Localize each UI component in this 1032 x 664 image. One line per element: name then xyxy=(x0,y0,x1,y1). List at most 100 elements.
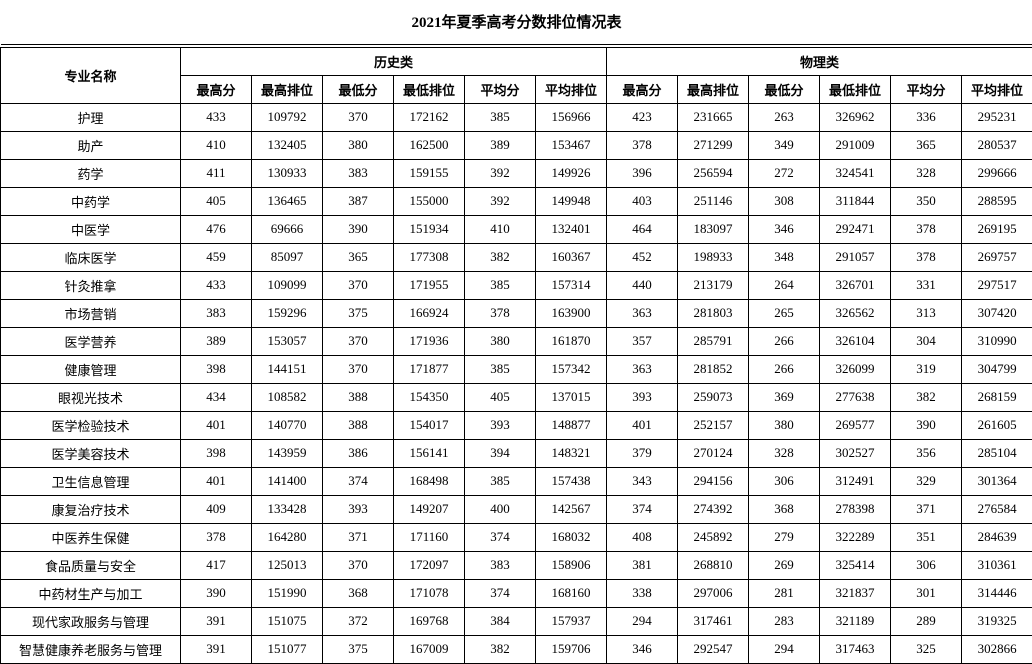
cell-physics: 363 xyxy=(607,355,678,383)
cell-physics: 306 xyxy=(749,467,820,495)
cell-history: 157314 xyxy=(536,271,607,299)
cell-physics: 310361 xyxy=(962,551,1032,579)
cell-physics: 268159 xyxy=(962,383,1032,411)
cell-physics: 283 xyxy=(749,607,820,635)
cell-physics: 231665 xyxy=(678,103,749,131)
table-body: 护理43310979237017216238515696642323166526… xyxy=(1,103,1032,663)
cell-history: 153057 xyxy=(252,327,323,355)
table-row: 药学41113093338315915539214992639625659427… xyxy=(1,159,1032,187)
cell-history: 383 xyxy=(465,551,536,579)
cell-physics: 295231 xyxy=(962,103,1032,131)
cell-history: 383 xyxy=(181,299,252,327)
cell-physics: 276584 xyxy=(962,495,1032,523)
cell-history: 141400 xyxy=(252,467,323,495)
cell-history: 161870 xyxy=(536,327,607,355)
cell-physics: 304 xyxy=(891,327,962,355)
cell-physics: 326099 xyxy=(820,355,891,383)
cell-physics: 326962 xyxy=(820,103,891,131)
cell-history: 392 xyxy=(465,187,536,215)
cell-physics: 299666 xyxy=(962,159,1032,187)
cell-physics: 401 xyxy=(607,411,678,439)
table-row: 医学检验技术4011407703881540173931488774012521… xyxy=(1,411,1032,439)
col-h-max-rank: 最高排位 xyxy=(252,75,323,103)
cell-history: 398 xyxy=(181,439,252,467)
cell-physics: 307420 xyxy=(962,299,1032,327)
cell-physics: 291057 xyxy=(820,243,891,271)
cell-history: 370 xyxy=(323,327,394,355)
cell-physics: 325414 xyxy=(820,551,891,579)
cell-history: 157342 xyxy=(536,355,607,383)
cell-history: 162500 xyxy=(394,131,465,159)
cell-physics: 369 xyxy=(749,383,820,411)
cell-major: 中医养生保健 xyxy=(1,523,181,551)
cell-physics: 292471 xyxy=(820,215,891,243)
cell-physics: 378 xyxy=(891,215,962,243)
cell-physics: 356 xyxy=(891,439,962,467)
cell-history: 372 xyxy=(323,607,394,635)
cell-history: 388 xyxy=(323,383,394,411)
cell-history: 370 xyxy=(323,551,394,579)
cell-history: 132405 xyxy=(252,131,323,159)
cell-history: 370 xyxy=(323,355,394,383)
cell-history: 148321 xyxy=(536,439,607,467)
cell-history: 382 xyxy=(465,243,536,271)
cell-history: 374 xyxy=(465,523,536,551)
cell-history: 85097 xyxy=(252,243,323,271)
cell-major: 中医学 xyxy=(1,215,181,243)
cell-history: 401 xyxy=(181,411,252,439)
cell-history: 371 xyxy=(323,523,394,551)
cell-history: 149948 xyxy=(536,187,607,215)
table-row: 助产41013240538016250038915346737827129934… xyxy=(1,131,1032,159)
cell-physics: 346 xyxy=(749,215,820,243)
table-title-row: 2021年夏季高考分数排位情况表 xyxy=(1,0,1032,44)
cell-history: 171936 xyxy=(394,327,465,355)
col-group-history: 历史类 xyxy=(181,47,607,75)
cell-history: 159706 xyxy=(536,635,607,663)
cell-physics: 382 xyxy=(891,383,962,411)
cell-history: 389 xyxy=(181,327,252,355)
cell-history: 149207 xyxy=(394,495,465,523)
cell-history: 434 xyxy=(181,383,252,411)
table-row: 眼视光技术43410858238815435040513701539325907… xyxy=(1,383,1032,411)
cell-history: 390 xyxy=(181,579,252,607)
cell-history: 387 xyxy=(323,187,394,215)
cell-history: 410 xyxy=(465,215,536,243)
cell-physics: 291009 xyxy=(820,131,891,159)
cell-history: 171955 xyxy=(394,271,465,299)
cell-physics: 314446 xyxy=(962,579,1032,607)
table-title: 2021年夏季高考分数排位情况表 xyxy=(1,0,1032,44)
cell-physics: 390 xyxy=(891,411,962,439)
cell-physics: 396 xyxy=(607,159,678,187)
cell-history: 142567 xyxy=(536,495,607,523)
cell-history: 388 xyxy=(323,411,394,439)
cell-history: 378 xyxy=(465,299,536,327)
cell-history: 393 xyxy=(323,495,394,523)
cell-physics: 261605 xyxy=(962,411,1032,439)
score-rank-table: 2021年夏季高考分数排位情况表 专业名称 历史类 物理类 最高分 最高排位 最… xyxy=(0,0,1032,664)
cell-physics: 452 xyxy=(607,243,678,271)
cell-history: 384 xyxy=(465,607,536,635)
table-row: 中药学4051364653871550003921499484032511463… xyxy=(1,187,1032,215)
cell-history: 154350 xyxy=(394,383,465,411)
cell-history: 417 xyxy=(181,551,252,579)
cell-major: 中药材生产与加工 xyxy=(1,579,181,607)
cell-physics: 278398 xyxy=(820,495,891,523)
cell-history: 169768 xyxy=(394,607,465,635)
cell-physics: 325 xyxy=(891,635,962,663)
col-h-avg-score: 平均分 xyxy=(465,75,536,103)
cell-physics: 289 xyxy=(891,607,962,635)
col-p-avg-score: 平均分 xyxy=(891,75,962,103)
cell-physics: 265 xyxy=(749,299,820,327)
cell-physics: 292547 xyxy=(678,635,749,663)
cell-history: 137015 xyxy=(536,383,607,411)
cell-physics: 301364 xyxy=(962,467,1032,495)
cell-physics: 271299 xyxy=(678,131,749,159)
cell-major: 医学美容技术 xyxy=(1,439,181,467)
table-row: 康复治疗技术4091334283931492074001425673742743… xyxy=(1,495,1032,523)
cell-history: 370 xyxy=(323,271,394,299)
col-p-min-score: 最低分 xyxy=(749,75,820,103)
cell-physics: 269 xyxy=(749,551,820,579)
cell-history: 151077 xyxy=(252,635,323,663)
cell-history: 159296 xyxy=(252,299,323,327)
cell-history: 148877 xyxy=(536,411,607,439)
